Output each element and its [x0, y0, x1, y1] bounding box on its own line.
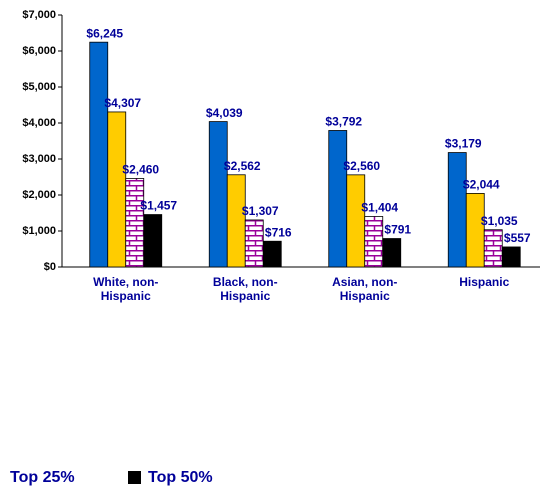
y-tick-label: $4,000 — [22, 117, 56, 129]
data-label: $2,460 — [122, 163, 159, 177]
bar — [125, 178, 145, 268]
y-tick-label: $3,000 — [22, 153, 56, 165]
bar — [89, 41, 109, 268]
bar — [364, 216, 384, 268]
data-label: $1,404 — [361, 201, 398, 215]
bar — [226, 174, 246, 268]
y-tick-label: $7,000 — [22, 9, 56, 21]
data-label: $3,179 — [445, 137, 482, 151]
data-label: $716 — [265, 225, 292, 239]
data-label: $3,792 — [325, 115, 362, 129]
bar — [501, 246, 521, 268]
bar — [208, 121, 228, 268]
bar — [346, 174, 366, 268]
bar — [328, 130, 348, 268]
bar — [465, 193, 485, 268]
data-label: $2,560 — [343, 159, 380, 173]
data-label: $2,044 — [463, 178, 500, 192]
bar — [107, 111, 127, 268]
bar — [143, 214, 163, 268]
bar — [382, 238, 402, 268]
x-tick-label: Black, non-Hispanic — [213, 275, 278, 303]
y-tick-label: $0 — [44, 261, 56, 273]
legend-swatch — [128, 471, 141, 484]
y-tick-label: $6,000 — [22, 45, 56, 57]
bar — [447, 152, 467, 268]
data-label: $1,035 — [481, 214, 518, 228]
x-tick-label: Hispanic — [459, 275, 509, 289]
data-label: $6,245 — [86, 26, 123, 40]
data-label: $1,307 — [242, 204, 279, 218]
legend-label: Top 25% — [10, 469, 75, 486]
data-label: $2,562 — [224, 159, 261, 173]
x-tick-label: White, non-Hispanic — [93, 275, 158, 303]
y-tick-label: $2,000 — [22, 189, 56, 201]
legend-label: Top 50% — [148, 469, 213, 486]
y-tick-label: $1,000 — [22, 225, 56, 237]
x-tick-label: Asian, non-Hispanic — [332, 275, 397, 303]
bar — [483, 229, 503, 268]
y-tick-label: $5,000 — [22, 81, 56, 93]
data-label: $1,457 — [140, 199, 177, 213]
data-label: $4,039 — [206, 106, 243, 120]
data-label: $4,307 — [104, 96, 141, 110]
data-label: $791 — [384, 223, 411, 237]
bar — [244, 219, 264, 268]
bar — [262, 240, 282, 268]
data-label: $557 — [504, 231, 531, 245]
